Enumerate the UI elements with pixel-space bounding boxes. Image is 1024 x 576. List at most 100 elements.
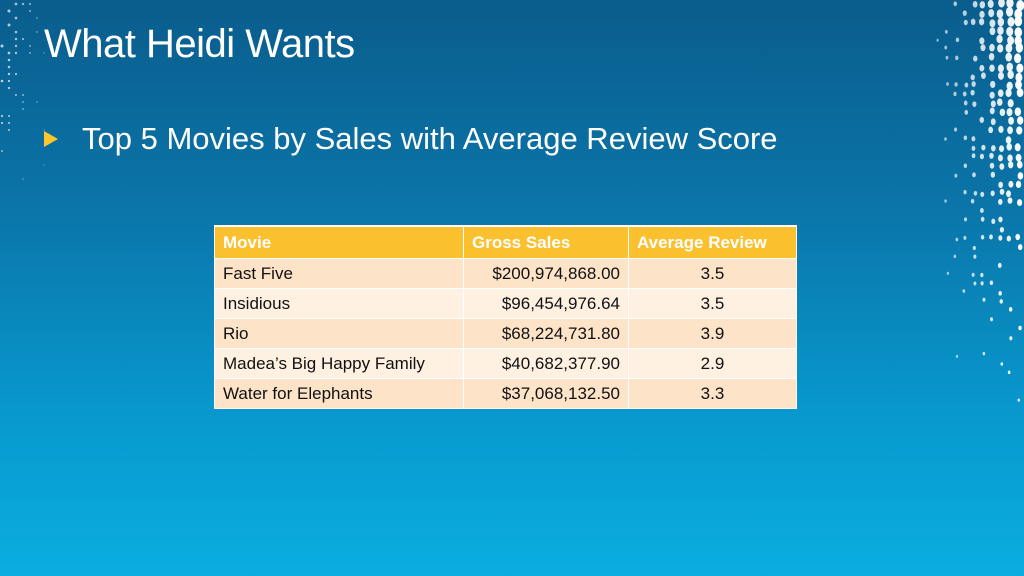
decor-dot bbox=[955, 37, 960, 43]
decor-dot bbox=[7, 65, 11, 69]
decor-dot bbox=[944, 137, 947, 141]
decor-dot bbox=[7, 23, 11, 27]
decor-dot bbox=[1005, 6, 1014, 17]
decor-dot bbox=[1008, 116, 1015, 125]
table-header-row: Movie Gross Sales Average Review bbox=[214, 225, 797, 259]
decor-dot bbox=[1007, 154, 1013, 162]
decor-dot bbox=[28, 2, 32, 6]
decor-dot bbox=[998, 71, 1004, 80]
decor-dot bbox=[1009, 336, 1013, 341]
header-average-review: Average Review bbox=[628, 225, 797, 259]
decor-dot bbox=[979, 37, 985, 45]
decor-dot bbox=[979, 10, 985, 19]
decor-dot bbox=[8, 122, 10, 124]
table-row: Insidious $96,454,976.64 3.5 bbox=[214, 288, 797, 319]
decor-dot bbox=[990, 80, 996, 88]
decor-dot bbox=[973, 55, 978, 62]
decor-dot bbox=[944, 199, 947, 203]
decor-dot bbox=[1014, 8, 1023, 20]
cell-movie: Water for Elephants bbox=[214, 378, 464, 409]
cell-gross-sales: $200,974,868.00 bbox=[463, 258, 629, 289]
decor-dot bbox=[997, 44, 1004, 53]
decor-dot bbox=[980, 191, 985, 197]
cell-average-review: 2.9 bbox=[628, 348, 797, 379]
decor-dot bbox=[953, 254, 957, 259]
cell-movie: Insidious bbox=[214, 288, 464, 319]
decor-dot bbox=[14, 93, 18, 97]
decor-dot bbox=[1006, 108, 1013, 117]
decor-dot bbox=[1016, 126, 1023, 135]
decor-dot bbox=[1008, 307, 1013, 312]
decor-dot bbox=[963, 100, 968, 106]
decor-dot bbox=[1014, 107, 1022, 117]
decor-dot bbox=[970, 89, 975, 96]
decor-dot bbox=[36, 101, 38, 103]
decor-dot bbox=[980, 207, 984, 213]
decor-dot bbox=[963, 190, 967, 195]
decor-dot bbox=[936, 38, 939, 42]
decor-dot bbox=[990, 190, 995, 197]
decor-dot bbox=[1006, 143, 1012, 151]
decor-dot bbox=[1005, 43, 1013, 53]
decor-dot bbox=[1007, 197, 1013, 204]
decor-dot bbox=[1, 150, 3, 152]
decor-dot bbox=[973, 254, 977, 259]
table-row: Fast Five $200,974,868.00 3.5 bbox=[214, 258, 797, 289]
decor-dot bbox=[980, 272, 984, 278]
decor-dot bbox=[1006, 62, 1014, 72]
decor-dot bbox=[998, 198, 1003, 205]
decor-dot bbox=[999, 226, 1005, 233]
cell-gross-sales: $96,454,976.64 bbox=[463, 288, 629, 319]
decor-dot bbox=[979, 64, 985, 72]
decor-dot bbox=[979, 153, 985, 160]
decor-dot bbox=[1014, 15, 1023, 27]
decor-dot bbox=[980, 281, 984, 286]
decor-dot bbox=[996, 98, 1003, 106]
bullet-text: Top 5 Movies by Sales with Average Revie… bbox=[82, 121, 778, 156]
slide-title: What Heidi Wants bbox=[44, 22, 355, 66]
decor-dot bbox=[1007, 126, 1013, 135]
movies-table: Movie Gross Sales Average Review Fast Fi… bbox=[214, 225, 797, 409]
decor-dot bbox=[962, 91, 967, 97]
decor-dot bbox=[998, 216, 1003, 223]
decor-dot bbox=[1006, 81, 1013, 91]
decor-dot bbox=[1013, 53, 1022, 64]
cell-gross-sales: $68,224,731.80 bbox=[463, 318, 629, 349]
decor-dot bbox=[972, 101, 977, 107]
cell-movie: Madea’s Big Happy Family bbox=[214, 348, 464, 379]
decor-dot bbox=[1015, 42, 1024, 53]
bullet-item: Top 5 Movies by Sales with Average Revie… bbox=[44, 118, 778, 160]
decor-dot bbox=[1008, 161, 1014, 169]
decor-dot bbox=[998, 235, 1003, 241]
decor-dot bbox=[1014, 35, 1022, 47]
decor-dot bbox=[978, 18, 985, 26]
decor-dot bbox=[987, 0, 994, 9]
decor-dot bbox=[14, 72, 18, 76]
decor-dot bbox=[971, 272, 975, 277]
decor-dot bbox=[989, 152, 994, 159]
decor-dot bbox=[1000, 362, 1004, 366]
decor-dot bbox=[8, 129, 10, 131]
decor-dot bbox=[1005, 52, 1013, 62]
decor-dot bbox=[971, 145, 976, 151]
decor-dot bbox=[945, 55, 949, 60]
decor-dot bbox=[979, 1, 986, 9]
decor-dot bbox=[7, 79, 11, 83]
decor-dot bbox=[36, 31, 38, 33]
decor-dot bbox=[946, 271, 950, 275]
decor-dot bbox=[981, 72, 986, 79]
decor-dot bbox=[999, 145, 1005, 153]
decor-dot bbox=[989, 280, 994, 286]
decor-dot bbox=[7, 58, 11, 62]
decor-dot bbox=[944, 29, 948, 34]
decor-dot bbox=[22, 101, 24, 103]
decor-dot bbox=[998, 0, 1005, 8]
decor-dot bbox=[989, 91, 995, 99]
decor-dot bbox=[970, 198, 975, 204]
decor-dot bbox=[14, 37, 18, 41]
decor-dot bbox=[991, 218, 996, 225]
decor-dot bbox=[22, 108, 24, 110]
decor-dot bbox=[955, 237, 959, 242]
cell-average-review: 3.5 bbox=[628, 258, 797, 289]
